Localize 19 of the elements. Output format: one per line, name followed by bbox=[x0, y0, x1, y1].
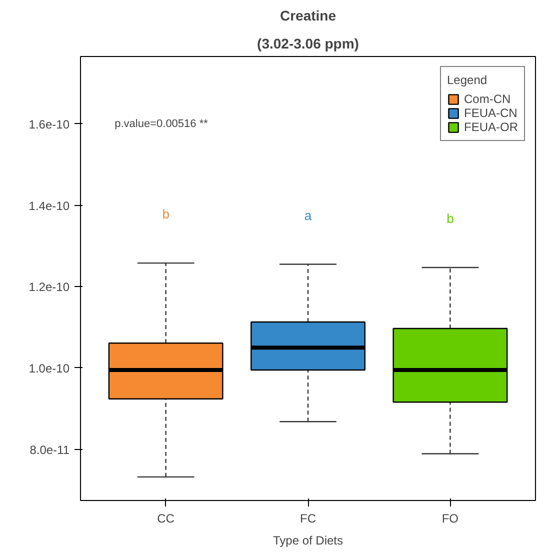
y-tick-label: 1.2e-10 bbox=[28, 280, 70, 294]
y-tick-label: 1.6e-10 bbox=[28, 117, 70, 132]
y-tick-label: 8.0e-11 bbox=[30, 442, 70, 457]
annotation: b bbox=[446, 211, 454, 226]
annotation: b bbox=[162, 206, 170, 222]
chart-title: Creatine bbox=[280, 8, 336, 24]
chart-subtitle: (3.02-3.06 ppm) bbox=[257, 36, 359, 52]
x-tick-label: FC bbox=[300, 512, 316, 526]
x-axis-title: Type of Diets bbox=[272, 534, 344, 548]
legend-title: Legend bbox=[447, 73, 488, 87]
y-tick-label: 1.0e-10 bbox=[28, 361, 70, 376]
legend-label: FEUA-CN bbox=[464, 106, 518, 120]
annotation: a bbox=[304, 208, 312, 223]
y-tick-label: 1.4e-10 bbox=[28, 198, 70, 213]
x-tick-label: CC bbox=[157, 512, 175, 526]
x-tick-label: FO bbox=[442, 512, 459, 526]
legend-label: Com-CN bbox=[464, 92, 511, 106]
annotation: p.value=0.00516 ** bbox=[114, 118, 209, 130]
legend-label: FEUA-OR bbox=[464, 120, 518, 134]
